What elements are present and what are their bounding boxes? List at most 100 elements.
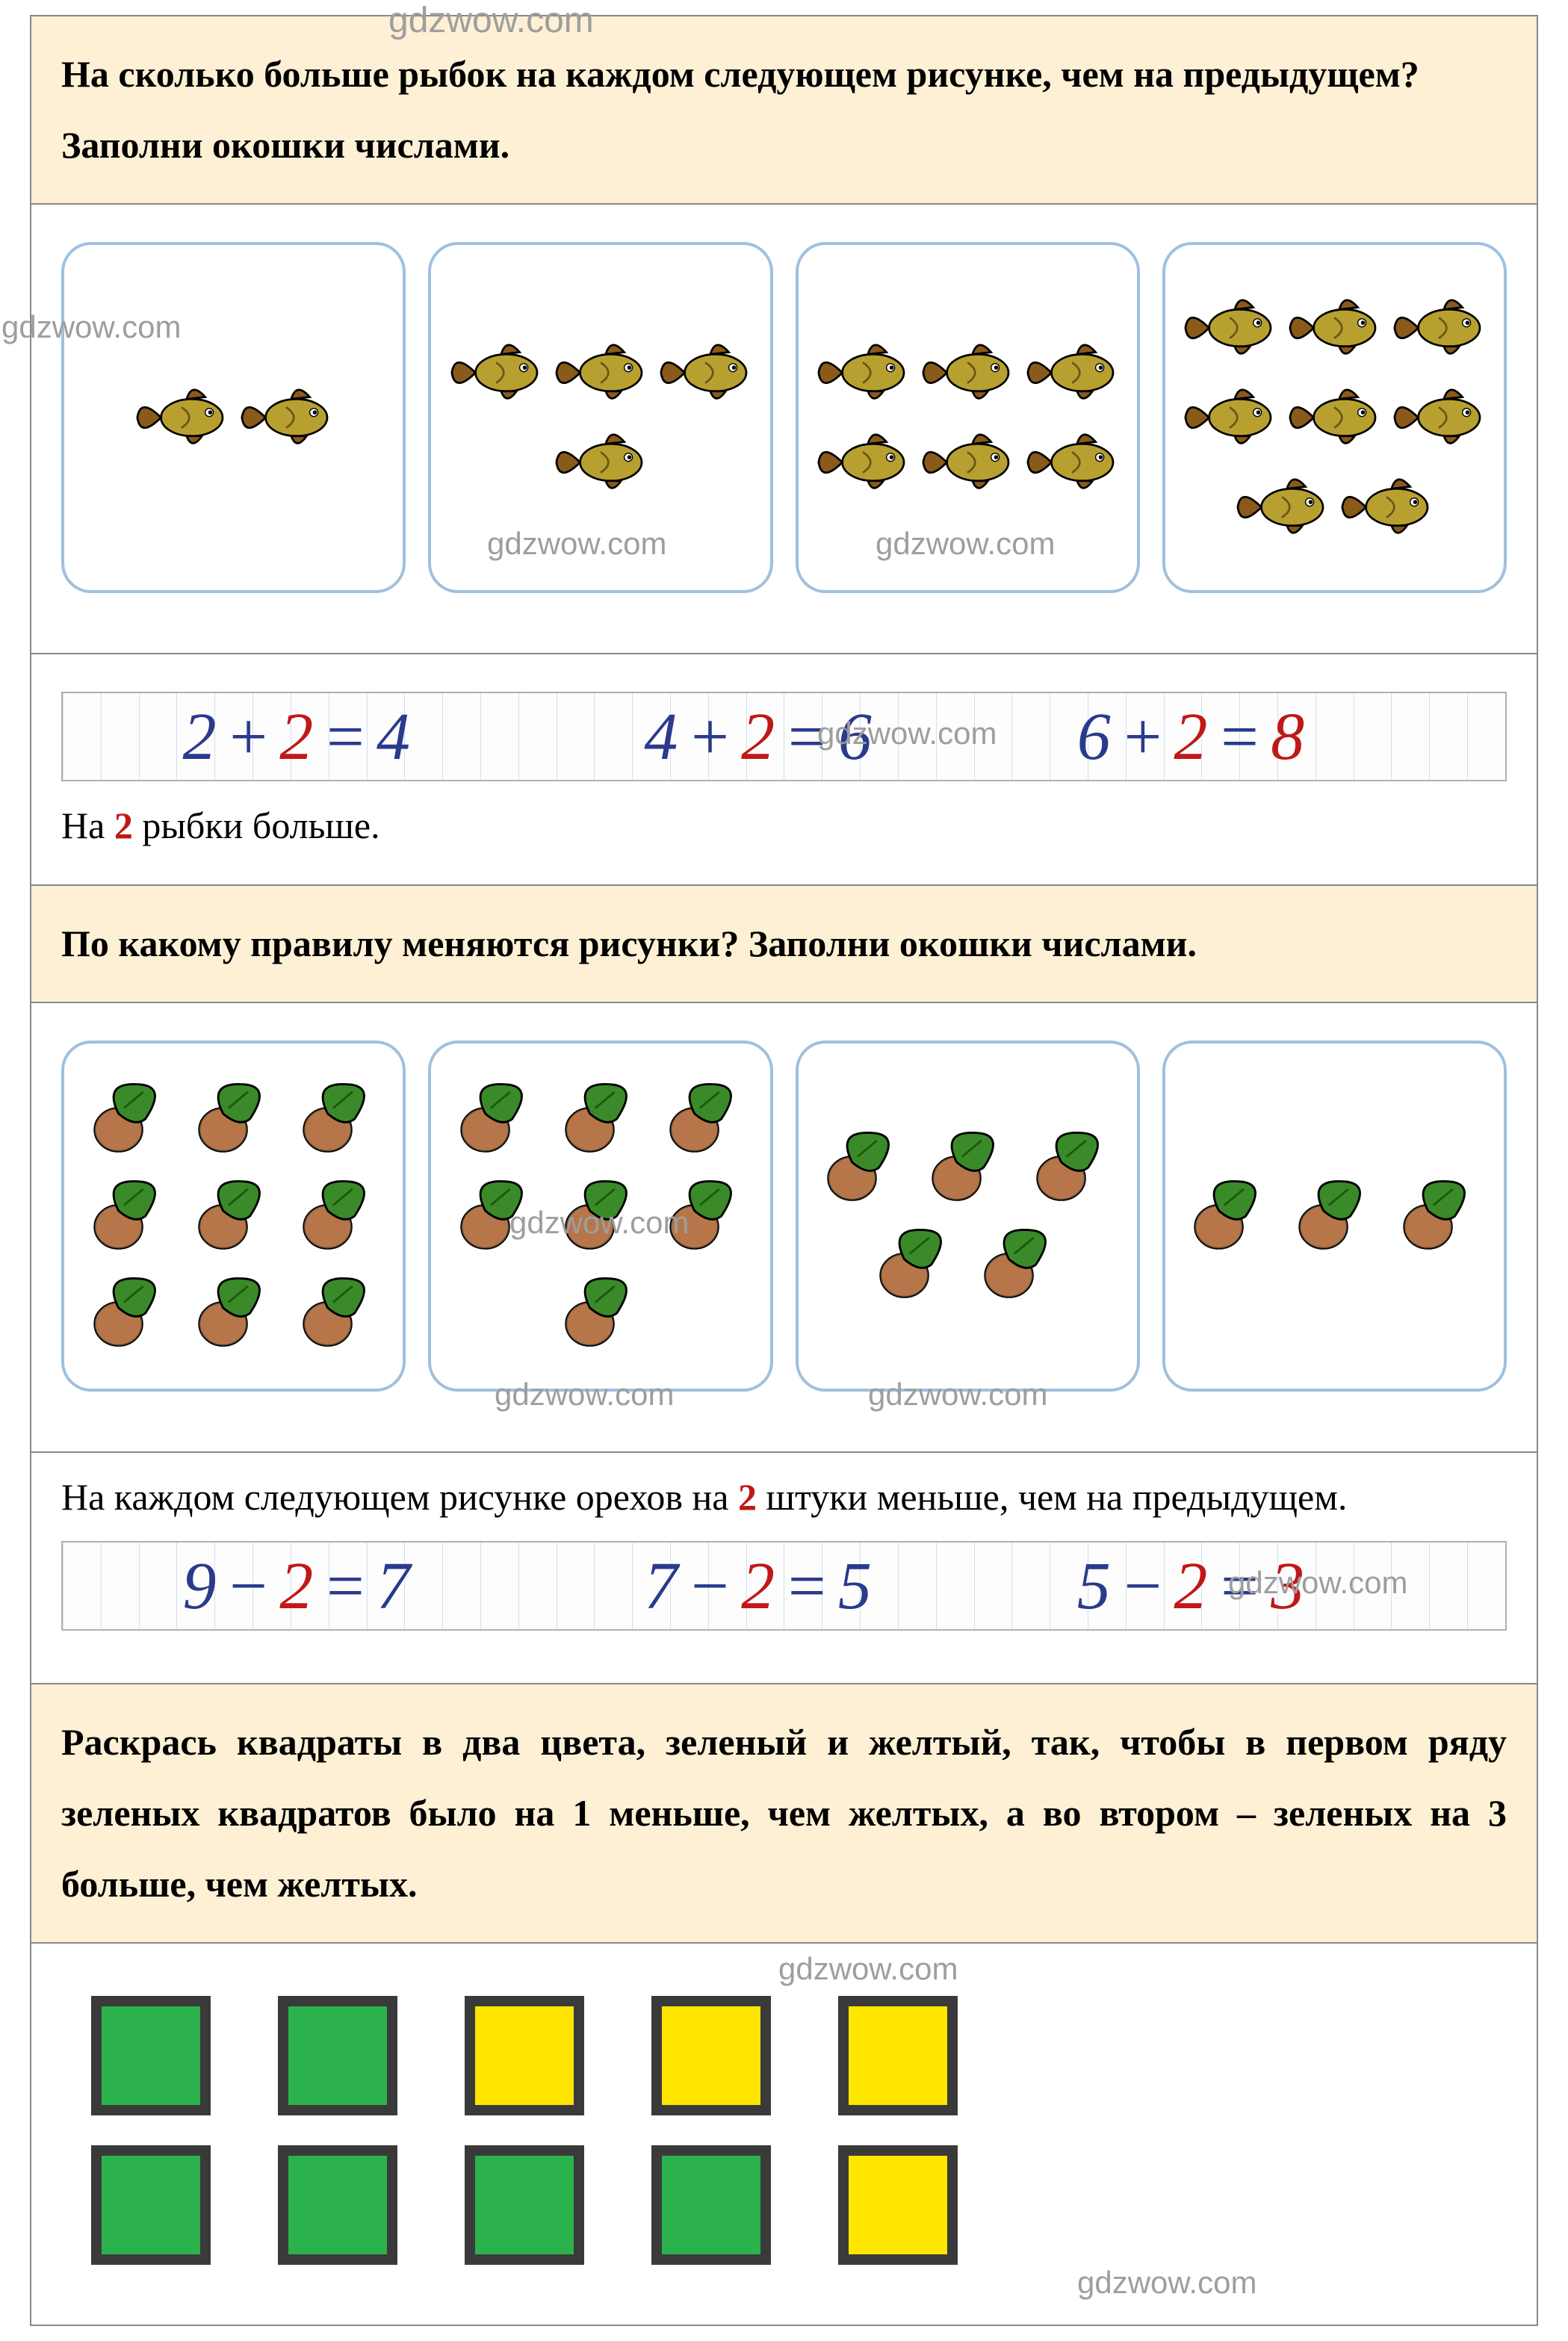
eq-operand: 6 [1077, 698, 1111, 775]
fish-icon [814, 332, 911, 414]
equation: 4+2=6 [639, 693, 876, 780]
task1-prompt: На сколько больше рыбок на каждом следую… [31, 16, 1537, 205]
nut-icon [81, 1268, 178, 1358]
eq-operator: − [225, 1548, 270, 1625]
task3-squares: gdzwow.com gdzwow.com [31, 1944, 1537, 2325]
nut-icon [447, 1171, 545, 1261]
equation: 5−2=3 [1073, 1542, 1309, 1629]
eq-operand: 2 [182, 698, 216, 775]
eq-operator: − [687, 1548, 732, 1625]
fish-icon [1286, 287, 1383, 369]
fish-icon [919, 332, 1016, 414]
eq-operator: + [1120, 698, 1165, 775]
task1-answer: На 2 рыбки больше. [61, 804, 1507, 847]
answer-text: На [61, 804, 114, 846]
nut-icon [814, 1123, 911, 1212]
nut-icon [552, 1074, 649, 1164]
answer-text: рыбки больше. [133, 804, 380, 846]
nut-icon [657, 1171, 754, 1261]
fish-icon [1023, 421, 1121, 503]
answer-text: штуки меньше, чем на предыдущем. [757, 1476, 1347, 1518]
fish-icon [1338, 466, 1435, 548]
colored-square [838, 2145, 958, 2265]
equation-strip: gdzwow.com 9−2=77−2=55−2=3 [61, 1541, 1507, 1631]
fish-icon [1390, 376, 1487, 459]
colored-square [278, 2145, 397, 2265]
nut-icon [290, 1171, 387, 1261]
equation: 6+2=8 [1073, 693, 1309, 780]
fish-icon [552, 421, 649, 503]
fish-icon [814, 421, 911, 503]
fish-icon [1390, 287, 1487, 369]
task2-cards: gdzwow.com gdzwow.com gdzwow.com [31, 1003, 1537, 1453]
fish-icon [133, 376, 230, 459]
eq-equals: = [1216, 1548, 1262, 1625]
equation: 2+2=4 [178, 693, 414, 780]
colored-square [838, 1996, 958, 2115]
fish-icon [1181, 287, 1278, 369]
eq-operand: 2 [1174, 698, 1207, 775]
colored-square [465, 1996, 584, 2115]
nut-icon [919, 1123, 1016, 1212]
colored-square [91, 2145, 211, 2265]
picture-card [428, 1041, 772, 1392]
task2-equations: На каждом следующем рисунке орехов на 2 … [31, 1453, 1537, 1684]
equation: 9−2=7 [178, 1542, 414, 1629]
equation-strip: gdzwow.com 2+2=44+2=66+2=8 [61, 692, 1507, 781]
eq-result: 8 [1271, 698, 1304, 775]
eq-operand: 9 [182, 1548, 216, 1625]
nut-icon [657, 1074, 754, 1164]
nut-icon [552, 1171, 649, 1261]
colored-square [91, 1996, 211, 2115]
nut-icon [290, 1268, 387, 1358]
fish-icon [919, 421, 1016, 503]
eq-result: 3 [1271, 1548, 1304, 1625]
nut-icon [1286, 1171, 1383, 1261]
fish-icon [447, 332, 545, 414]
eq-operand: 2 [1174, 1548, 1207, 1625]
eq-equals: = [1216, 698, 1262, 775]
nut-icon [290, 1074, 387, 1164]
answer-number: 2 [738, 1476, 757, 1518]
fish-icon [1233, 466, 1330, 548]
picture-card [428, 242, 772, 593]
eq-result: 4 [376, 698, 410, 775]
eq-equals: = [322, 1548, 368, 1625]
picture-card [1162, 1041, 1507, 1392]
eq-operand: 2 [279, 698, 313, 775]
eq-operand: 7 [644, 1548, 678, 1625]
eq-equals: = [784, 698, 829, 775]
eq-operand: 4 [644, 698, 678, 775]
answer-text: На каждом следующем рисунке орехов на [61, 1476, 738, 1518]
task3-prompt: Раскрась квадраты в два цвета, зеленый и… [31, 1684, 1537, 1944]
picture-card [61, 1041, 406, 1392]
fish-icon [1181, 376, 1278, 459]
colored-square [465, 2145, 584, 2265]
nut-icon [971, 1220, 1068, 1309]
picture-card [796, 242, 1140, 593]
nut-icon [1023, 1123, 1121, 1212]
nut-icon [867, 1220, 964, 1309]
nut-icon [1390, 1171, 1487, 1261]
task1-cards: gdzwow.com gdzwow.com gdzwow.com [31, 205, 1537, 654]
nut-icon [185, 1074, 282, 1164]
eq-operator: + [225, 698, 270, 775]
eq-operand: 2 [279, 1548, 313, 1625]
eq-operand: 5 [1077, 1548, 1111, 1625]
equation: 7−2=5 [639, 1542, 876, 1629]
watermark: gdzwow.com [778, 1951, 958, 1987]
eq-operator: − [1120, 1548, 1165, 1625]
nut-icon [447, 1074, 545, 1164]
picture-card [796, 1041, 1140, 1392]
nut-icon [552, 1268, 649, 1358]
colored-square [651, 2145, 771, 2265]
picture-card [61, 242, 406, 593]
eq-result: 6 [838, 698, 872, 775]
picture-card [1162, 242, 1507, 593]
worksheet-page: На сколько больше рыбок на каждом следую… [30, 15, 1538, 2326]
eq-result: 5 [838, 1548, 872, 1625]
task2-prompt: По какому правилу меняются рисунки? Запо… [31, 886, 1537, 1003]
fish-icon [1286, 376, 1383, 459]
eq-result: 7 [376, 1548, 410, 1625]
nut-icon [81, 1074, 178, 1164]
